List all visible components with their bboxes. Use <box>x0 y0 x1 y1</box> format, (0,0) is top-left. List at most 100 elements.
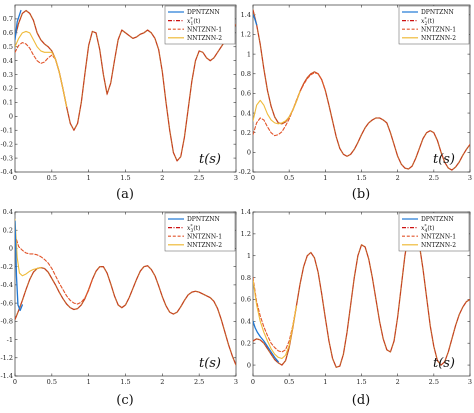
x-tick-label: 2 <box>396 174 400 182</box>
x-tick-label: 1.5 <box>120 378 130 386</box>
x-tick-label: 0.5 <box>47 378 57 386</box>
legend-label: NNTZNN-2 <box>187 35 222 42</box>
x-tick-label: 2 <box>160 174 164 182</box>
panel-caption: (b) <box>352 187 370 202</box>
legend-label: x* 1(t) <box>187 16 200 27</box>
x-tick-label: 0.5 <box>284 174 294 182</box>
x-tick-label: 1 <box>323 174 327 182</box>
series-line-NNTZNN-2 <box>15 30 68 108</box>
y-tick-label: 0.7 <box>3 15 13 23</box>
series-line-x3t <box>15 265 236 366</box>
x-tick-label: 0 <box>13 378 17 386</box>
series-line-NNTZNN-1 <box>15 234 93 305</box>
legend-label: NNTZNN-2 <box>187 242 222 249</box>
series-lines <box>253 9 470 171</box>
series-line-DPNTZNN <box>253 14 258 26</box>
chart-panel-c: 0 0.5 1 1.5 2 2.5 3 -1.4 -1.2 -1 -0.8 -0.6 -0.4 -0.2 0… <box>0 208 238 408</box>
panel-caption: (d) <box>352 393 370 408</box>
y-tick-label: -0.2 <box>0 140 13 148</box>
y-tick-label: -1.4 <box>0 372 13 380</box>
y-tick-label: 1.4 <box>241 11 251 19</box>
y-tick-label: -0.4 <box>0 168 13 176</box>
y-tick-label: 0.4 <box>3 57 13 65</box>
y-tick-label: 0 <box>247 149 251 157</box>
legend-label: DPNTZNN <box>187 9 220 16</box>
x-axis-label: t(s) <box>199 152 221 167</box>
series-line-NNTZNN-2 <box>15 218 42 277</box>
y-tick-label: 1 <box>247 50 251 58</box>
y-tick-label: -0.8 <box>0 318 13 326</box>
x-tick-label: 0 <box>251 174 255 182</box>
y-tick-label: 1.2 <box>241 31 251 39</box>
legend-label: NNTZNN-1 <box>187 233 222 240</box>
y-tick-label: 1 <box>247 252 251 260</box>
legend-label: x* 3(t) <box>187 223 200 234</box>
x-tick-label: 1 <box>323 378 327 386</box>
series-line-NNTZNN-1 <box>253 72 326 137</box>
y-tick-label: 0 <box>9 245 13 253</box>
chart-panel-b: 0 0.5 1 1.5 2 2.5 3-0.200.20.40.60.811.21.4 DPN… <box>238 4 472 202</box>
x-tick-label: 2 <box>396 378 400 386</box>
series-lines <box>15 9 236 162</box>
x-tick-label: 1.5 <box>356 378 366 386</box>
y-tick-label: -0.1 <box>0 126 13 134</box>
series-line-DPNTZNN <box>15 220 24 312</box>
x-tick-label: 0 <box>251 378 255 386</box>
series-lines <box>15 218 236 366</box>
x-tick-label: 0.5 <box>47 174 57 182</box>
y-tick-label: 0 <box>9 113 13 121</box>
series-line-exact-overlay <box>15 10 236 162</box>
y-tick-label: 0.6 <box>241 90 251 98</box>
series-line-exact-overlay <box>15 265 236 366</box>
y-tick-label: -0.6 <box>0 299 13 307</box>
y-tick-label: 1.2 <box>241 230 251 238</box>
x-tick-label: 0.5 <box>284 378 294 386</box>
legend-label: NNTZNN-2 <box>421 35 456 42</box>
x-tick-label: 0 <box>13 174 17 182</box>
x-tick-label: 2.5 <box>429 378 439 386</box>
y-tick-label: -0.2 <box>238 168 251 176</box>
series-line-NNTZNN-2 <box>253 90 301 125</box>
series-line-NNTZNN-2 <box>253 279 297 360</box>
y-tick-label: 0 <box>247 361 251 369</box>
legend-label: NNTZNN-1 <box>421 233 456 240</box>
y-tick-label: -0.3 <box>0 154 13 162</box>
series-line-NNTZNN-1 <box>15 42 68 108</box>
series-line-x4t <box>253 224 470 368</box>
legend-label: x* 2(t) <box>421 16 434 27</box>
y-tick-label: 0.2 <box>241 339 251 347</box>
chart-panel-a: 0 0.5 1 1.5 2 2.5 3 -0.4 -0.3 -0.2 -0.1 0 0.1 0.2 0.3 0… <box>0 4 238 202</box>
x-tick-label: 1.5 <box>120 174 130 182</box>
y-tick-label: 0.2 <box>241 129 251 137</box>
x-tick-label: 1 <box>87 378 91 386</box>
series-line-DPNTZNN <box>253 320 279 363</box>
y-tick-label: -1 <box>7 336 13 344</box>
y-tick-label: -0.4 <box>0 281 13 289</box>
legend-label: DPNTZNN <box>421 9 454 16</box>
y-tick-label: 0.1 <box>3 99 13 107</box>
legend-label: DPNTZNN <box>421 216 454 223</box>
series-line-NNTZNN-1 <box>253 277 297 353</box>
legend-label: NNTZNN-1 <box>187 26 222 33</box>
x-tick-label: 2 <box>160 378 164 386</box>
x-tick-label: 1 <box>87 174 91 182</box>
y-tick-label: 0.2 <box>3 85 13 93</box>
y-tick-label: 0.4 <box>3 208 13 216</box>
x-tick-label: 3 <box>468 174 472 182</box>
panel-caption: (c) <box>116 393 133 408</box>
x-tick-label: 3 <box>234 174 238 182</box>
legend-label: DPNTZNN <box>187 216 220 223</box>
x-tick-label: 1.5 <box>356 174 366 182</box>
x-tick-label: 2.5 <box>429 174 439 182</box>
legend-label: NNTZNN-2 <box>421 242 456 249</box>
y-tick-label: 0.8 <box>241 274 251 282</box>
y-tick-label: 0.6 <box>3 29 13 37</box>
series-line-DPNTZNN <box>15 9 22 41</box>
x-tick-label: 3 <box>234 378 238 386</box>
x-tick-label: 2.5 <box>194 174 204 182</box>
y-tick-label: 0.3 <box>3 71 13 79</box>
